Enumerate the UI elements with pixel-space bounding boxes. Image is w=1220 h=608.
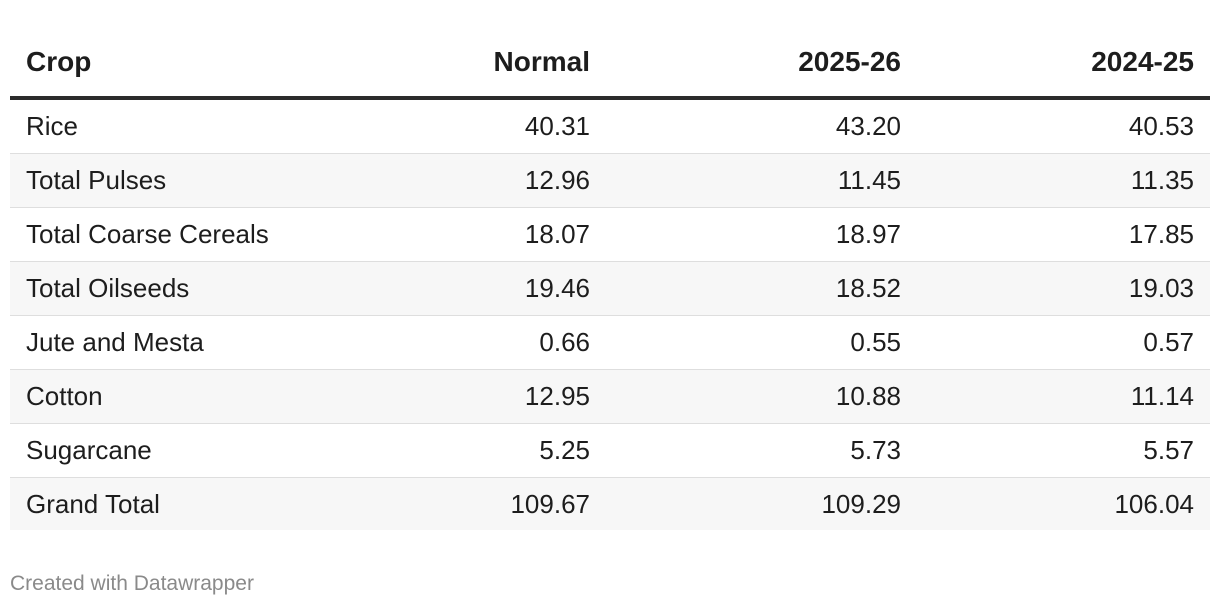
column-header-crop[interactable]: Crop xyxy=(10,28,390,100)
value-cell-2024-25: 19.03 xyxy=(911,261,1210,316)
table-row-total-coarse-cereals: Total Coarse Cereals 18.07 18.97 17.85 xyxy=(10,207,1210,262)
value-cell-normal: 5.25 xyxy=(390,423,606,478)
value-cell-normal: 18.07 xyxy=(390,207,606,262)
value-cell-2024-25: 11.35 xyxy=(911,153,1210,208)
crop-name-cell: Rice xyxy=(10,98,390,154)
value-cell-2025-26: 11.45 xyxy=(606,153,911,208)
crop-name-cell: Cotton xyxy=(10,369,390,424)
value-cell-2024-25: 17.85 xyxy=(911,207,1210,262)
header-row: Crop Normal 2025-26 2024-25 xyxy=(10,28,1210,100)
table-header: Crop Normal 2025-26 2024-25 xyxy=(10,28,1210,100)
value-cell-2025-26: 10.88 xyxy=(606,369,911,424)
data-table-container: Crop Normal 2025-26 2024-25 Rice 40.31 43.… xyxy=(10,28,1210,530)
crop-name-cell: Jute and Mesta xyxy=(10,315,390,370)
value-cell-2024-25: 5.57 xyxy=(911,423,1210,478)
value-cell-2024-25: 11.14 xyxy=(911,369,1210,424)
column-header-2025-26[interactable]: 2025-26 xyxy=(606,28,911,100)
crop-name-cell: Total Coarse Cereals xyxy=(10,207,390,262)
crop-name-cell: Total Pulses xyxy=(10,153,390,208)
value-cell-2025-26: 18.97 xyxy=(606,207,911,262)
value-cell-2025-26: 0.55 xyxy=(606,315,911,370)
value-cell-normal: 12.95 xyxy=(390,369,606,424)
column-header-2024-25[interactable]: 2024-25 xyxy=(911,28,1210,100)
value-cell-2025-26: 18.52 xyxy=(606,261,911,316)
value-cell-normal: 40.31 xyxy=(390,98,606,154)
value-cell-2024-25: 0.57 xyxy=(911,315,1210,370)
value-cell-2025-26: 43.20 xyxy=(606,98,911,154)
value-cell-2025-26: 109.29 xyxy=(606,477,911,530)
table-row-total-oilseeds: Total Oilseeds 19.46 18.52 19.03 xyxy=(10,261,1210,316)
crop-name-cell: Sugarcane xyxy=(10,423,390,478)
table-row-jute-and-mesta: Jute and Mesta 0.66 0.55 0.57 xyxy=(10,315,1210,370)
table-row-grand-total: Grand Total 109.67 109.29 106.04 xyxy=(10,477,1210,530)
value-cell-normal: 12.96 xyxy=(390,153,606,208)
crop-name-cell: Total Oilseeds xyxy=(10,261,390,316)
data-table: Crop Normal 2025-26 2024-25 Rice 40.31 43.… xyxy=(10,28,1210,530)
value-cell-2025-26: 5.73 xyxy=(606,423,911,478)
value-cell-normal: 19.46 xyxy=(390,261,606,316)
table-row-total-pulses: Total Pulses 12.96 11.45 11.35 xyxy=(10,153,1210,208)
crop-name-cell: Grand Total xyxy=(10,477,390,530)
datawrapper-credit[interactable]: Created with Datawrapper xyxy=(10,572,254,595)
column-header-normal[interactable]: Normal xyxy=(390,28,606,100)
value-cell-2024-25: 106.04 xyxy=(911,477,1210,530)
value-cell-2024-25: 40.53 xyxy=(911,98,1210,154)
table-row-cotton: Cotton 12.95 10.88 11.14 xyxy=(10,369,1210,424)
table-row-rice: Rice 40.31 43.20 40.53 xyxy=(10,98,1210,154)
table-body: Rice 40.31 43.20 40.53 Total Pulses 12.96 11.4… xyxy=(10,98,1210,530)
value-cell-normal: 109.67 xyxy=(390,477,606,530)
value-cell-normal: 0.66 xyxy=(390,315,606,370)
table-row-sugarcane: Sugarcane 5.25 5.73 5.57 xyxy=(10,423,1210,478)
